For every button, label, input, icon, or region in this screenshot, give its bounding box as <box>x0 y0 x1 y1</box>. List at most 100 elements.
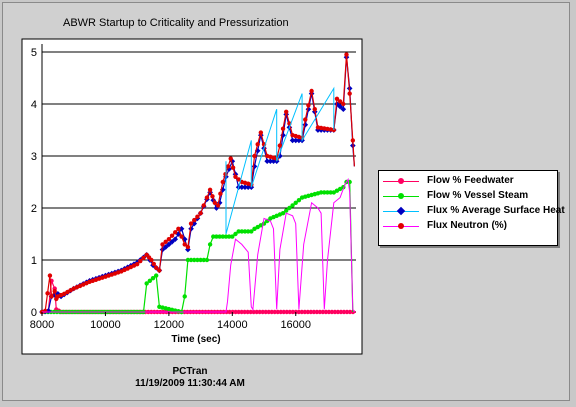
data-point <box>245 309 250 315</box>
data-point <box>141 255 146 261</box>
data-point <box>224 309 229 315</box>
data-point <box>302 309 308 315</box>
data-point <box>201 203 206 208</box>
data-point <box>303 117 308 122</box>
data-point <box>169 233 175 238</box>
data-point <box>153 265 159 270</box>
data-point <box>160 242 165 247</box>
data-point <box>328 190 333 195</box>
data-point <box>195 257 200 263</box>
data-point <box>280 211 286 216</box>
data-point <box>144 281 149 286</box>
data-point <box>341 309 347 315</box>
data-point <box>251 309 256 315</box>
data-point <box>149 257 154 263</box>
data-point <box>287 309 292 315</box>
data-point <box>201 257 206 263</box>
data-point <box>335 309 341 315</box>
series-layer <box>39 52 356 315</box>
data-point <box>217 234 222 239</box>
data-point <box>248 309 253 315</box>
legend-marker-circle-icon <box>398 193 404 199</box>
data-point <box>347 91 352 96</box>
data-point <box>284 208 289 213</box>
data-point <box>147 278 153 283</box>
data-point <box>166 237 172 242</box>
legend-item-steam: Flow % Vessel Steam <box>383 189 559 203</box>
data-point <box>269 309 274 315</box>
data-point <box>228 156 233 161</box>
data-point <box>281 309 286 315</box>
data-point <box>52 289 57 294</box>
data-point <box>329 309 335 315</box>
data-point <box>195 214 200 219</box>
y-tick-label: 4 <box>31 99 37 111</box>
data-point <box>233 231 238 237</box>
data-point <box>214 234 219 239</box>
legend-item-feedwater: Flow % Feedwater <box>383 174 559 188</box>
series-line-5 <box>225 86 335 235</box>
data-point <box>264 158 271 165</box>
data-point <box>236 229 241 234</box>
data-point <box>49 294 54 299</box>
data-point <box>322 190 327 195</box>
x-tick-label: 8000 <box>30 319 54 331</box>
y-tick-label: 3 <box>31 151 37 163</box>
data-point <box>254 309 259 315</box>
data-point <box>278 309 283 315</box>
data-point <box>320 309 326 315</box>
data-point <box>340 106 347 113</box>
data-point <box>215 203 221 208</box>
legend-label-neutron: Flux Neutron (%) <box>427 220 507 231</box>
data-point <box>207 242 213 247</box>
x-tick-label: 12000 <box>154 319 185 331</box>
data-point <box>334 96 340 102</box>
data-point <box>157 268 162 273</box>
data-point <box>185 244 191 250</box>
data-point <box>225 164 231 169</box>
data-point <box>230 234 235 239</box>
data-point <box>317 309 323 315</box>
data-point <box>239 229 245 234</box>
data-point <box>323 309 329 315</box>
legend-marker-circle-icon <box>398 223 404 229</box>
data-point <box>337 99 343 104</box>
data-point <box>188 257 194 263</box>
data-point <box>312 107 317 112</box>
data-point <box>275 309 280 315</box>
data-point <box>223 172 228 177</box>
data-point <box>176 226 181 231</box>
data-point <box>226 234 232 239</box>
data-point <box>344 52 349 57</box>
data-point <box>210 194 215 199</box>
data-point <box>255 142 260 147</box>
data-point <box>230 165 236 170</box>
data-point <box>47 273 53 278</box>
data-point <box>233 174 238 179</box>
legend-marker-diamond-icon <box>396 206 406 216</box>
data-point <box>238 184 245 191</box>
data-point <box>280 126 286 131</box>
data-point <box>223 234 229 239</box>
axis-ticks: 0 1 2 3 4 5 8000 10000 12000 14000 16000 <box>30 47 311 331</box>
data-point <box>220 234 225 239</box>
data-point <box>309 88 314 94</box>
data-point <box>289 137 296 144</box>
data-point <box>179 234 184 239</box>
data-point <box>318 190 324 195</box>
data-point <box>182 242 187 247</box>
data-point <box>151 261 157 267</box>
footer-app-name: PCTran <box>172 366 208 377</box>
data-point <box>341 101 346 107</box>
y-tick-label: 2 <box>31 203 37 215</box>
data-point <box>198 211 203 216</box>
legend-label-feedwater: Flow % Feedwater <box>427 175 514 186</box>
footer: PCTran 11/19/2009 11:30:44 AM <box>100 366 280 390</box>
y-tick-label: 5 <box>31 47 37 59</box>
data-point <box>242 229 248 234</box>
data-point <box>326 309 332 315</box>
data-point <box>266 309 271 315</box>
data-point <box>172 236 179 243</box>
data-point <box>350 138 356 143</box>
